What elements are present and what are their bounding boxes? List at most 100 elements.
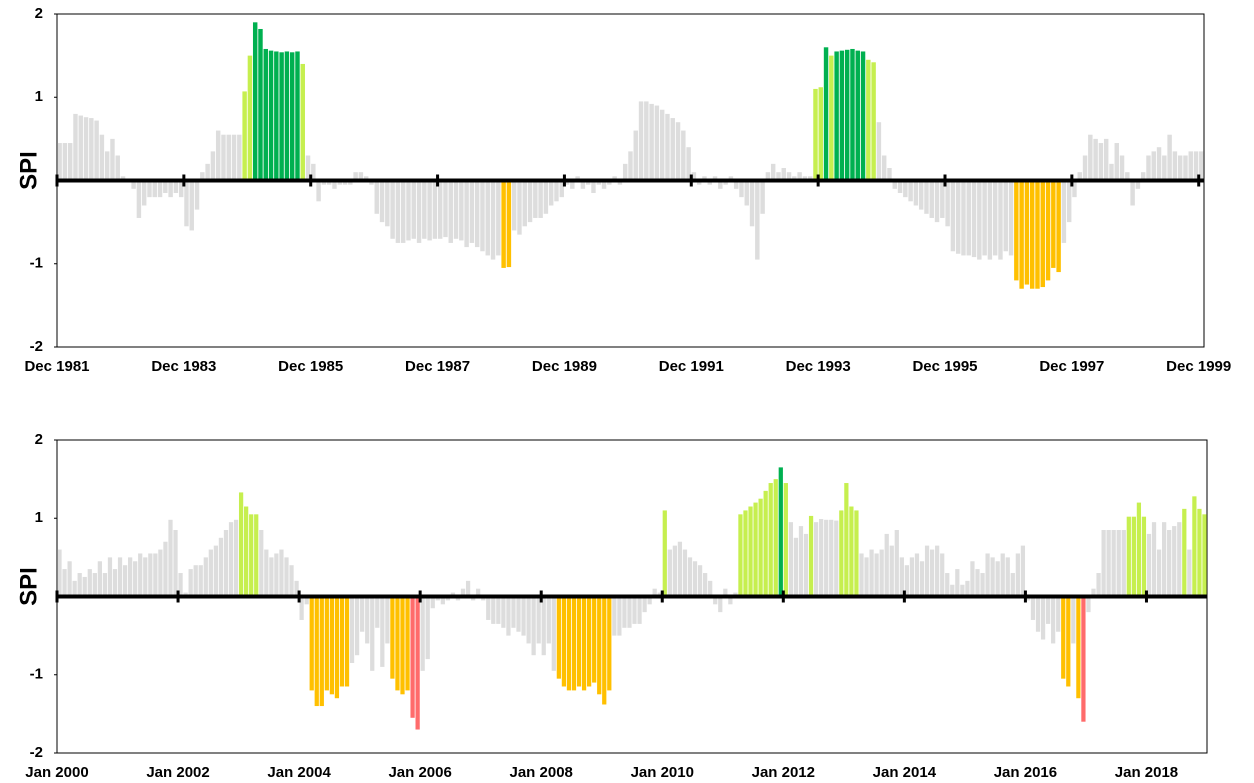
bar xyxy=(839,50,845,181)
bar xyxy=(934,180,940,223)
bar xyxy=(748,506,753,597)
bar xyxy=(279,52,284,181)
bar xyxy=(627,596,632,628)
bar xyxy=(485,180,490,256)
bar xyxy=(834,520,839,597)
bar xyxy=(649,103,654,181)
bar xyxy=(718,180,723,189)
bar xyxy=(1119,155,1125,181)
bar xyxy=(884,533,889,597)
bar xyxy=(849,506,854,597)
bar xyxy=(854,510,859,597)
bar xyxy=(914,553,920,597)
bar xyxy=(601,180,607,189)
bar xyxy=(269,557,274,597)
bar xyxy=(353,172,358,181)
bar xyxy=(369,180,374,185)
bar xyxy=(1126,516,1131,597)
bar xyxy=(163,541,168,597)
bar xyxy=(1167,134,1172,181)
bar xyxy=(960,584,965,597)
bar xyxy=(803,533,809,597)
bar xyxy=(587,596,592,687)
bar xyxy=(249,514,254,597)
bar xyxy=(628,151,633,181)
bar xyxy=(783,483,788,597)
bar xyxy=(415,596,420,730)
bar xyxy=(1192,496,1197,597)
bar xyxy=(889,545,894,597)
bar xyxy=(173,180,179,193)
bar xyxy=(819,519,824,597)
bar xyxy=(400,180,406,243)
bar xyxy=(1106,529,1111,597)
y-axis-label: SPI xyxy=(15,151,42,190)
bar xyxy=(1003,180,1008,252)
bar xyxy=(385,596,390,644)
bar xyxy=(405,596,410,691)
bar xyxy=(406,180,411,241)
bar xyxy=(1076,596,1081,699)
bar xyxy=(1109,163,1114,181)
bar xyxy=(193,565,198,597)
bar xyxy=(818,87,823,181)
bar xyxy=(929,549,935,597)
bar xyxy=(1029,180,1035,289)
bar xyxy=(763,490,768,597)
bar xyxy=(869,549,874,597)
bar xyxy=(738,514,743,597)
bar xyxy=(242,91,247,181)
bar xyxy=(465,580,471,597)
bar xyxy=(339,596,345,687)
y-tick-label: 2 xyxy=(35,431,43,448)
bar xyxy=(897,180,903,193)
bar xyxy=(62,569,67,597)
bar xyxy=(1066,596,1071,687)
bar xyxy=(1051,180,1056,268)
bar xyxy=(97,561,102,597)
x-tick-label: Jan 2006 xyxy=(388,764,451,781)
bar xyxy=(703,573,708,597)
bar xyxy=(1005,557,1010,597)
bar xyxy=(379,180,385,223)
bar xyxy=(675,122,681,181)
bar xyxy=(112,569,118,597)
bar xyxy=(258,28,263,181)
bar xyxy=(122,565,128,597)
bar xyxy=(1093,138,1098,181)
bar xyxy=(728,596,733,605)
bar xyxy=(638,101,644,181)
bar xyxy=(770,163,776,181)
bar xyxy=(1030,596,1036,620)
bar xyxy=(1162,155,1167,181)
bar xyxy=(496,596,501,624)
bar xyxy=(295,51,300,181)
bar xyxy=(808,515,814,597)
bar xyxy=(1103,138,1109,181)
bar xyxy=(1088,134,1093,181)
x-tick-label: Dec 1991 xyxy=(659,358,724,375)
bar xyxy=(970,561,975,597)
bar xyxy=(284,51,290,181)
bar xyxy=(178,180,184,198)
bar xyxy=(749,180,755,227)
bar xyxy=(1019,180,1024,289)
bar xyxy=(238,492,244,597)
bar xyxy=(496,180,501,256)
bar xyxy=(712,176,718,181)
bar xyxy=(541,596,546,656)
bar xyxy=(354,596,360,656)
bar xyxy=(188,569,193,597)
bar xyxy=(744,180,749,206)
bar xyxy=(612,176,617,181)
bar xyxy=(1141,516,1147,597)
bar xyxy=(940,553,945,597)
bar xyxy=(474,180,480,248)
bar xyxy=(87,569,92,597)
bar xyxy=(617,596,622,636)
bar xyxy=(469,180,475,243)
bar xyxy=(476,588,481,597)
bar xyxy=(218,537,224,597)
bar xyxy=(1131,516,1136,597)
bar xyxy=(128,557,133,597)
